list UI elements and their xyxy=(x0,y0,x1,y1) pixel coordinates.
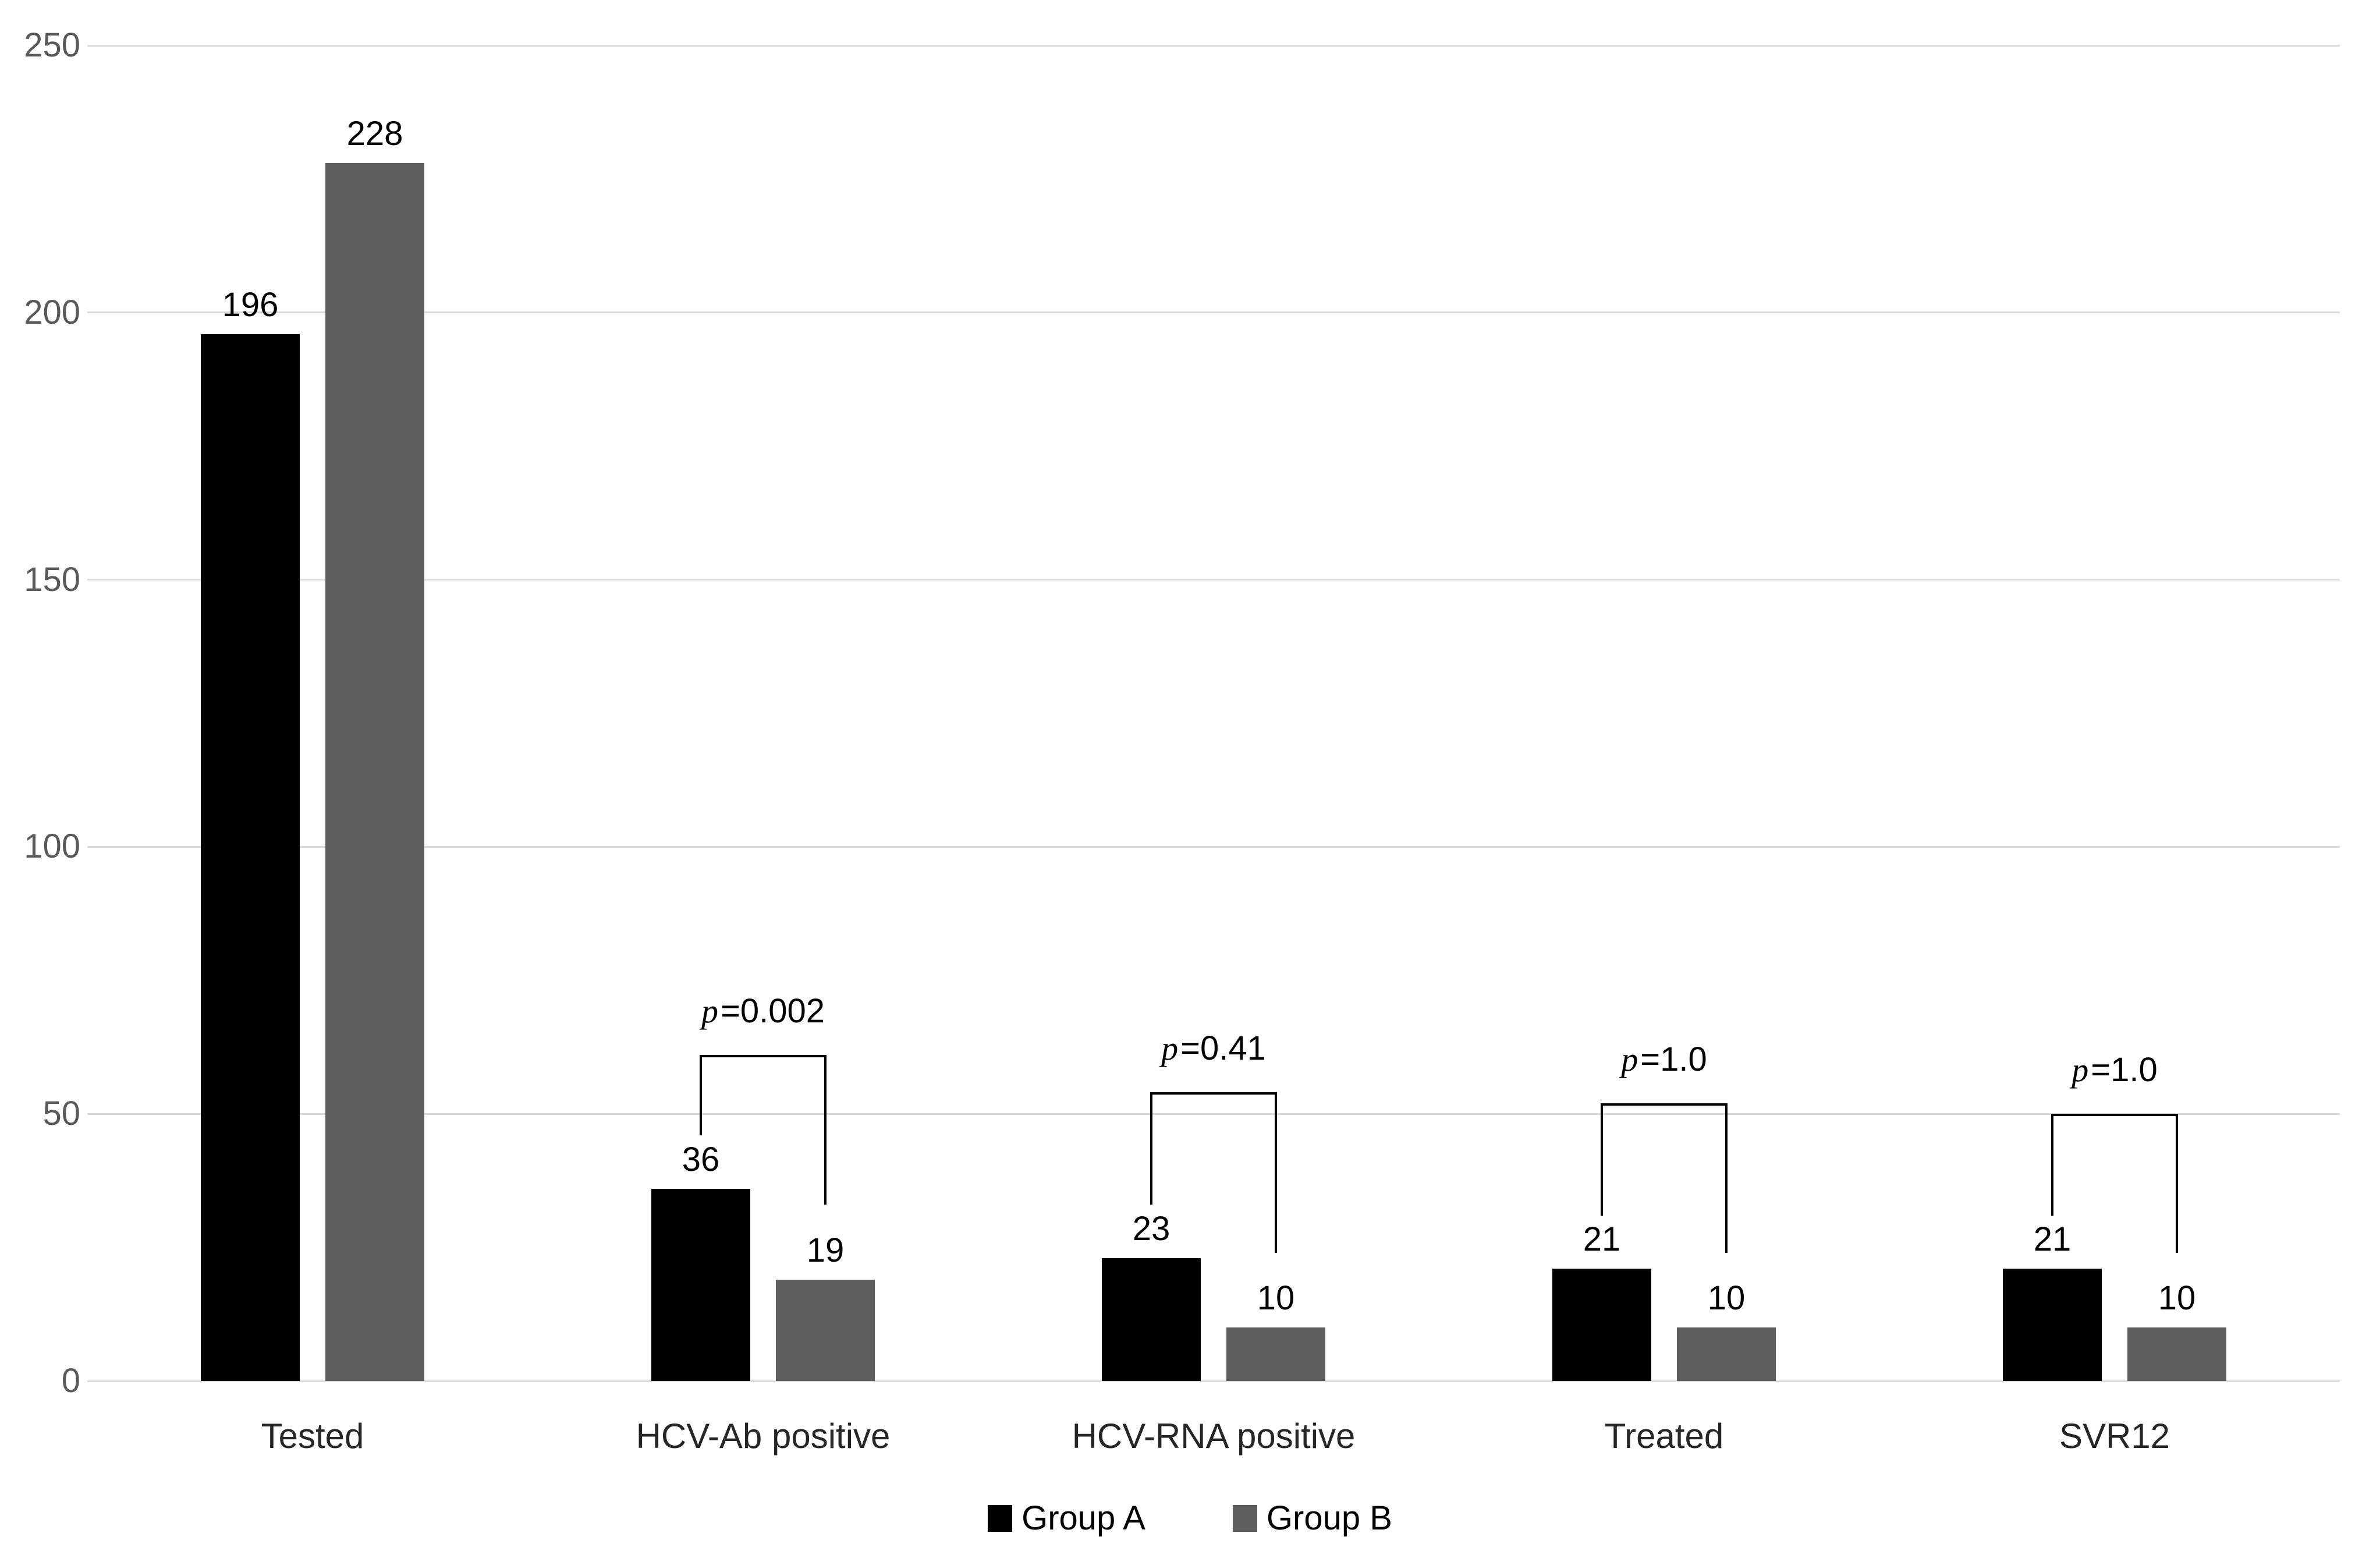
bracket-right-leg xyxy=(1725,1103,1728,1253)
gridline-250 xyxy=(87,44,2340,47)
value-label: 196 xyxy=(222,285,279,324)
bracket-left-leg xyxy=(700,1055,702,1135)
significance-bracket-bar xyxy=(2051,1114,2178,1117)
bar-group-a-2 xyxy=(651,1188,750,1381)
y-axis-label-50: 50 xyxy=(42,1095,80,1133)
p-value-text: =1.0 xyxy=(2091,1051,2158,1089)
x-axis-line xyxy=(87,1380,2340,1382)
bracket-left-leg xyxy=(1601,1103,1603,1216)
significance-bracket-bar xyxy=(700,1055,827,1058)
bracket-left-leg xyxy=(2051,1114,2053,1216)
value-label: 10 xyxy=(1257,1279,1295,1318)
bar-group-a-3 xyxy=(1102,1258,1201,1381)
bracket-right-leg xyxy=(824,1055,827,1205)
bar-group-b-2 xyxy=(776,1279,875,1381)
group-b-swatch-icon xyxy=(1232,1505,1257,1532)
bar-group-b-4 xyxy=(1677,1327,1776,1381)
p-value-text: =0.002 xyxy=(720,992,825,1031)
legend-item-group-a: Group A xyxy=(988,1501,1145,1536)
category-label: HCV-Ab positive xyxy=(636,1417,891,1456)
p-value-label: p=0.41 xyxy=(1033,1029,1394,1068)
p-italic: p xyxy=(2072,1051,2089,1089)
y-axis-label-0: 0 xyxy=(61,1362,80,1400)
gridline-150 xyxy=(87,579,2340,581)
gridline-100 xyxy=(87,845,2340,848)
value-label: 21 xyxy=(2033,1220,2072,1259)
p-italic: p xyxy=(701,992,718,1031)
category-label: HCV-RNA positive xyxy=(1072,1417,1356,1456)
bar-group-a-5 xyxy=(2003,1269,2102,1381)
value-label: 10 xyxy=(2158,1279,2196,1318)
bracket-right-leg xyxy=(1275,1092,1277,1253)
bar-group-a-4 xyxy=(1552,1269,1651,1381)
value-label: 228 xyxy=(346,114,403,153)
y-axis-label-150: 150 xyxy=(24,560,80,599)
p-value-label: p=1.0 xyxy=(1484,1040,1845,1079)
value-label: 10 xyxy=(1707,1279,1746,1318)
legend-item-group-b: Group B xyxy=(1232,1499,1392,1537)
p-italic: p xyxy=(1161,1029,1179,1068)
value-label: 19 xyxy=(806,1231,845,1269)
bracket-left-leg xyxy=(1150,1092,1152,1205)
significance-bracket-bar xyxy=(1150,1092,1277,1095)
value-label: 23 xyxy=(1132,1209,1171,1248)
p-value-text: =1.0 xyxy=(1640,1040,1707,1078)
bar-group-a-1 xyxy=(201,334,300,1381)
legend-label-group-b: Group B xyxy=(1266,1499,1392,1537)
group-a-swatch-icon xyxy=(988,1505,1013,1532)
bar-group-b-1 xyxy=(325,162,424,1381)
bar-group-b-5 xyxy=(2127,1327,2226,1381)
category-label: Tested xyxy=(261,1417,364,1456)
p-value-text: =0.41 xyxy=(1180,1029,1266,1068)
value-label: 36 xyxy=(682,1140,720,1178)
category-label: Treated xyxy=(1604,1417,1724,1456)
y-axis-label-250: 250 xyxy=(24,26,80,64)
bar-group-b-3 xyxy=(1226,1327,1325,1381)
p-italic: p xyxy=(1621,1040,1638,1078)
gridline-200 xyxy=(87,311,2340,314)
bracket-right-leg xyxy=(2176,1114,2178,1253)
gridline-50 xyxy=(87,1113,2340,1115)
value-label: 21 xyxy=(1583,1220,1621,1259)
legend-label-group-a: Group A xyxy=(1021,1499,1145,1537)
p-value-label: p=0.002 xyxy=(583,992,944,1031)
y-axis-label-100: 100 xyxy=(24,827,80,866)
y-axis-label-200: 200 xyxy=(24,293,80,331)
legend: Group A Group B xyxy=(0,1501,2380,1536)
significance-bracket-bar xyxy=(1601,1103,1728,1106)
category-label: SVR12 xyxy=(2059,1417,2170,1456)
p-value-label: p=1.0 xyxy=(1934,1051,2295,1089)
